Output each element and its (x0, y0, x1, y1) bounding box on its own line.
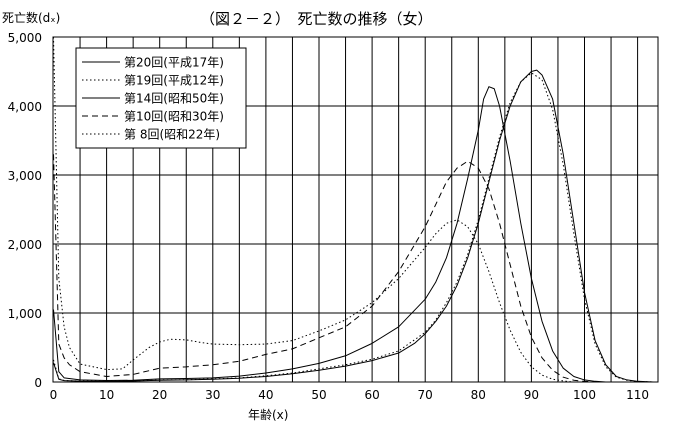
x-tick-label: 30 (205, 388, 220, 402)
series-lines (53, 36, 654, 383)
y-axis-label: 死亡数(dₓ) (2, 10, 60, 25)
x-tick-label: 70 (418, 388, 433, 402)
legend-label-5: 第 8回(昭和22年) (124, 128, 220, 142)
y-tick-label: 4,000 (8, 100, 42, 114)
y-tick-label: 0 (34, 376, 42, 390)
x-tick-label: 20 (152, 388, 167, 402)
x-tick-label: 40 (258, 388, 273, 402)
y-tick-label: 1,000 (8, 307, 42, 321)
y-tick-label: 3,000 (8, 169, 42, 183)
series-line-3 (53, 86, 606, 383)
series-line-4 (53, 154, 596, 383)
legend-label-2: 第19回(平成12年) (124, 74, 224, 88)
x-axis-ticks: 0 10 20 30 40 50 60 70 80 90 100 110 (50, 388, 649, 402)
legend: 第20回(平成17年) 第19回(平成12年) 第14回(昭和50年) 第10回(昭和… (75, 47, 247, 149)
x-tick-label: 100 (573, 388, 596, 402)
x-tick-label: 0 (50, 388, 58, 402)
x-axis-label: 年齢(x) (248, 407, 288, 422)
y-tick-label: 5,000 (8, 31, 42, 45)
y-axis-ticks: 0 1,000 2,000 3,000 4,000 5,000 (8, 31, 42, 390)
plot-frame (52, 36, 659, 383)
series-line-2 (53, 72, 654, 383)
chart-title: （図２－２） 死亡数の推移（女） (200, 10, 433, 28)
x-tick-label: 110 (626, 388, 649, 402)
x-tick-label: 50 (311, 388, 326, 402)
x-tick-label: 60 (364, 388, 379, 402)
legend-label-3: 第14回(昭和50年) (124, 92, 224, 106)
legend-label-1: 第20回(平成17年) (124, 56, 224, 70)
series-line-1 (53, 69, 654, 383)
x-tick-label: 10 (99, 388, 114, 402)
legend-label-4: 第10回(昭和30年) (124, 110, 224, 124)
y-tick-label: 2,000 (8, 238, 42, 252)
series-line-5 (53, 36, 574, 383)
x-tick-label: 80 (471, 388, 486, 402)
x-tick-label: 90 (524, 388, 539, 402)
